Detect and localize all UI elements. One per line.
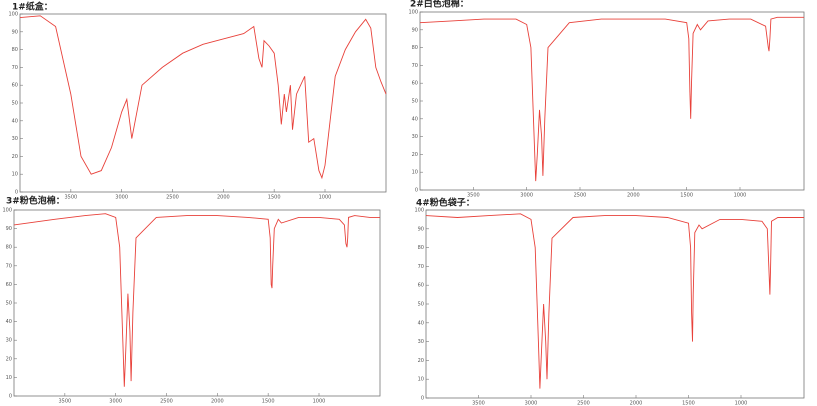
x-tick-label: 3000 <box>525 401 538 406</box>
y-tick-label: 0 <box>15 190 18 196</box>
x-tick-label: 3500 <box>467 193 480 199</box>
x-tick-label: 1000 <box>319 195 332 201</box>
y-tick-label: 70 <box>412 63 418 69</box>
y-tick-label: 70 <box>418 264 424 270</box>
y-tick-label: 50 <box>412 99 418 105</box>
spectrum-line <box>19 15 387 180</box>
y-tick-label: 30 <box>12 136 18 142</box>
chart-title: 4#粉色袋子： <box>416 197 475 209</box>
y-tick-label: 40 <box>12 118 18 124</box>
x-tick-label: 2500 <box>574 193 587 199</box>
x-tick-label: 2000 <box>217 195 230 201</box>
y-tick-label: 60 <box>418 283 424 289</box>
y-tick-label: 50 <box>418 302 424 308</box>
y-tick-label: 80 <box>412 45 418 51</box>
x-tick-label: 2000 <box>630 401 643 406</box>
chart-title: 3#粉色泡棉： <box>6 195 65 207</box>
x-tick-label: 3000 <box>520 193 533 199</box>
chart-title: 2#白色泡棉： <box>410 0 469 10</box>
y-tick-label: 60 <box>6 282 12 288</box>
spectrum-line <box>419 16 804 182</box>
y-tick-label: 0 <box>421 396 424 402</box>
y-tick-label: 10 <box>12 172 18 178</box>
plot-frame <box>419 11 805 191</box>
y-tick-label: 100 <box>408 10 418 16</box>
y-tick-label: 20 <box>6 356 12 362</box>
chart-title: 1#纸盒： <box>12 1 53 13</box>
plot-frame <box>425 209 805 399</box>
y-tick-label: 90 <box>418 226 424 232</box>
y-tick-label: 20 <box>418 358 424 364</box>
y-tick-label: 100 <box>414 208 424 214</box>
x-tick-label: 2500 <box>166 195 179 201</box>
x-tick-label: 1500 <box>682 401 695 406</box>
y-tick-label: 80 <box>6 245 12 251</box>
y-tick-label: 70 <box>12 65 18 71</box>
y-tick-label: 50 <box>6 301 12 307</box>
y-tick-label: 80 <box>12 47 18 53</box>
y-tick-label: 10 <box>418 377 424 383</box>
y-tick-label: 90 <box>412 27 418 33</box>
y-tick-label: 90 <box>6 226 12 232</box>
x-tick-label: 3500 <box>58 399 71 405</box>
y-tick-label: 30 <box>412 134 418 140</box>
plot-frame <box>13 209 381 397</box>
y-tick-label: 50 <box>12 101 18 107</box>
y-tick-label: 40 <box>6 319 12 325</box>
x-tick-label: 2500 <box>160 399 173 405</box>
y-tick-label: 100 <box>8 12 18 18</box>
x-tick-label: 3000 <box>109 399 122 405</box>
spectrum-line <box>13 213 380 387</box>
x-tick-label: 1500 <box>262 399 275 405</box>
x-tick-label: 3500 <box>64 195 77 201</box>
y-tick-label: 60 <box>12 83 18 89</box>
x-tick-label: 2000 <box>211 399 224 405</box>
spectrum-line <box>425 213 804 389</box>
x-tick-label: 1000 <box>735 401 748 406</box>
x-tick-label: 1500 <box>268 195 281 201</box>
y-tick-label: 20 <box>12 154 18 160</box>
y-tick-label: 40 <box>412 116 418 122</box>
y-tick-label: 40 <box>418 320 424 326</box>
y-tick-label: 10 <box>6 375 12 381</box>
y-tick-label: 60 <box>412 81 418 87</box>
x-tick-label: 1000 <box>734 193 747 199</box>
plot-frame <box>19 13 387 193</box>
x-tick-label: 1000 <box>313 399 326 405</box>
y-tick-label: 30 <box>6 338 12 344</box>
y-tick-label: 10 <box>412 170 418 176</box>
y-tick-label: 90 <box>12 29 18 35</box>
y-tick-label: 70 <box>6 263 12 269</box>
y-tick-label: 100 <box>2 208 12 214</box>
x-tick-label: 2500 <box>577 401 590 406</box>
x-tick-label: 3000 <box>115 195 128 201</box>
y-tick-label: 30 <box>418 339 424 345</box>
x-tick-label: 2000 <box>627 193 640 199</box>
y-tick-label: 80 <box>418 245 424 251</box>
y-tick-label: 0 <box>415 188 418 194</box>
y-tick-label: 0 <box>9 394 12 400</box>
y-tick-label: 20 <box>412 152 418 158</box>
x-tick-label: 3500 <box>472 401 485 406</box>
x-tick-label: 1500 <box>680 193 693 199</box>
